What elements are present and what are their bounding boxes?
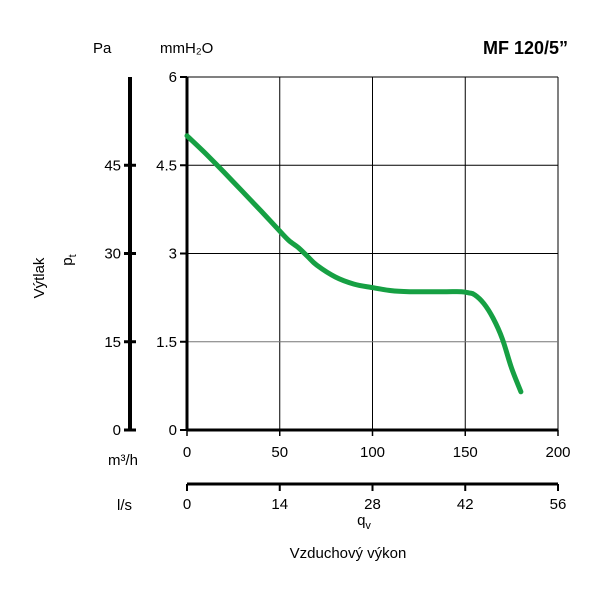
svg-text:pt: pt bbox=[59, 254, 79, 265]
ls-tick-label: 56 bbox=[550, 496, 567, 513]
x-tick-label: 0 bbox=[183, 444, 191, 461]
x-unit-ls: l/s bbox=[117, 497, 132, 514]
pa-tick-label: 0 bbox=[113, 422, 121, 439]
y-axis-label: Výtlak bbox=[31, 257, 48, 298]
y-tick-label: 4.5 bbox=[156, 157, 177, 174]
x-tick-label: 200 bbox=[545, 444, 570, 461]
pa-tick-label: 45 bbox=[104, 157, 121, 174]
performance-curve bbox=[184, 133, 524, 395]
y-tick-label: 6 bbox=[169, 69, 177, 86]
axis-labels: MF 120/5” Pa mmH₂O Výtlak pt m³/h l/s qv… bbox=[31, 38, 568, 562]
y-tick-label: 0 bbox=[169, 422, 177, 439]
x-tick-label: 50 bbox=[271, 444, 288, 461]
plot-grid bbox=[187, 76, 559, 430]
y-tick-label: 3 bbox=[169, 246, 177, 263]
pa-tick-label: 15 bbox=[104, 334, 121, 351]
y-tick-label: 1.5 bbox=[156, 334, 177, 351]
x-axis-symbol: qv bbox=[357, 512, 371, 532]
y-unit-mmh2o: mmH₂O bbox=[160, 40, 213, 57]
x-unit-m3h: m³/h bbox=[108, 452, 138, 469]
x-tick-label: 150 bbox=[453, 444, 478, 461]
series-line bbox=[184, 133, 524, 395]
ls-tick-label: 28 bbox=[364, 496, 381, 513]
y-axis-symbol: pt bbox=[59, 254, 79, 265]
x-axis-label: Vzduchový výkon bbox=[290, 545, 407, 562]
ls-tick-label: 14 bbox=[271, 496, 288, 513]
x-tick-label: 100 bbox=[360, 444, 385, 461]
chart-title: MF 120/5” bbox=[483, 38, 568, 58]
ls-tick-label: 0 bbox=[183, 496, 191, 513]
ls-tick-label: 42 bbox=[457, 496, 474, 513]
plot-axes: 0 1.5 3 4.5 6 0 15 30 45 0 50 100 150 200 0 14 28 42 56 bbox=[104, 69, 570, 513]
y-unit-pa: Pa bbox=[93, 40, 112, 57]
pa-tick-label: 30 bbox=[104, 246, 121, 263]
